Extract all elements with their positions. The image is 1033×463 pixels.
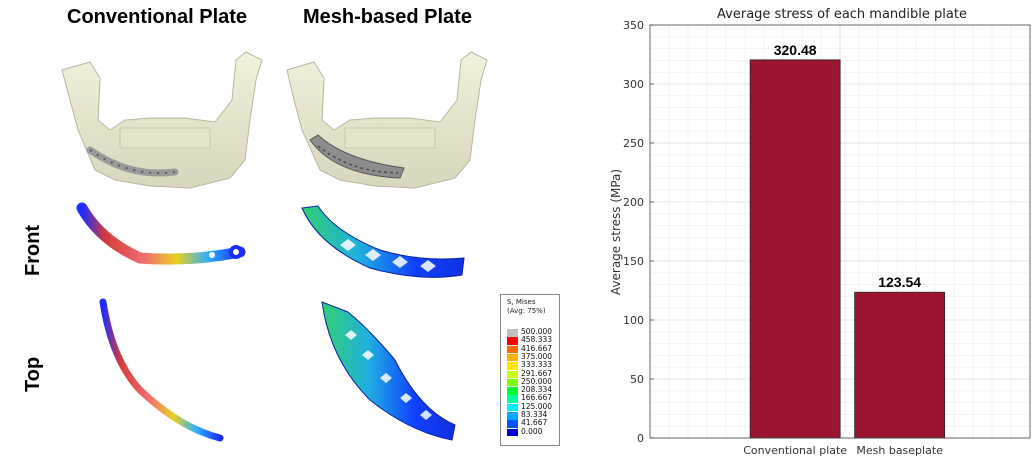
stress-legend: S, Mises (Avg: 75%) 500.000 458.333 416.66… bbox=[500, 294, 560, 446]
col-title-conventional: Conventional Plate bbox=[67, 6, 248, 28]
legend-value: 166.667 bbox=[521, 393, 553, 403]
legend-swatch bbox=[507, 362, 518, 370]
x-tick-label: Mesh baseplate bbox=[856, 444, 943, 457]
y-tick-label: 100 bbox=[623, 314, 644, 327]
legend-value: 333.333 bbox=[521, 360, 553, 370]
legend-swatch bbox=[507, 395, 518, 403]
legend-swatch bbox=[507, 387, 518, 395]
legend-value: 458.333 bbox=[521, 335, 553, 345]
legend-value: 0.000 bbox=[521, 426, 543, 436]
legend-swatch bbox=[507, 345, 518, 354]
stress-mesh-front bbox=[301, 205, 465, 278]
col-title-mesh: Mesh-based Plate bbox=[303, 6, 472, 28]
legend-value: 375.000 bbox=[521, 351, 553, 361]
legend-swatch bbox=[507, 378, 518, 387]
legend-title-line1: S, Mises bbox=[507, 298, 536, 306]
mandible-mesh bbox=[286, 51, 488, 189]
legend-value: 125.000 bbox=[521, 401, 553, 411]
mandible-conventional bbox=[61, 51, 263, 189]
legend-swatch bbox=[507, 428, 518, 437]
y-tick-label: 0 bbox=[637, 432, 644, 445]
stress-conventional-top bbox=[99, 298, 224, 442]
value-labels: 320.48 123.54 bbox=[774, 42, 922, 290]
legend-swatch bbox=[507, 370, 518, 379]
x-tick-label: Conventional plate bbox=[743, 444, 847, 457]
y-ticks: 0 50 100 150 200 250 300 350 bbox=[623, 19, 654, 445]
bar-chart: Average stress of each mandible plate Av… bbox=[609, 7, 1031, 457]
legend-value: 83.334 bbox=[521, 410, 548, 419]
fea-illustrations bbox=[61, 51, 488, 442]
bar-value-label: 123.54 bbox=[878, 274, 921, 290]
legend-swatch bbox=[507, 329, 518, 337]
legend-swatch bbox=[507, 420, 518, 428]
x-ticks: Conventional plate Mesh baseplate bbox=[743, 444, 943, 457]
legend-value: 208.334 bbox=[521, 385, 553, 395]
legend-swatch bbox=[507, 403, 518, 412]
y-tick-label: 350 bbox=[623, 19, 644, 32]
legend-title: S, Mises (Avg: 75%) bbox=[501, 295, 559, 316]
y-tick-label: 300 bbox=[623, 78, 644, 91]
stress-conventional-front bbox=[76, 202, 246, 265]
legend-swatch bbox=[507, 412, 518, 420]
y-tick-label: 250 bbox=[623, 137, 644, 150]
y-tick-label: 150 bbox=[623, 255, 644, 268]
legend-value: 416.667 bbox=[521, 343, 553, 353]
bar-conventional-plate bbox=[749, 59, 841, 439]
chart-title: Average stress of each mandible plate bbox=[717, 7, 967, 22]
bars bbox=[749, 59, 946, 439]
legend-title-line2: (Avg: 75%) bbox=[507, 307, 546, 315]
legend-value: 250.000 bbox=[521, 376, 553, 386]
legend-swatch bbox=[507, 337, 518, 345]
y-tick-label: 200 bbox=[623, 196, 644, 209]
legend-value: 291.667 bbox=[521, 368, 553, 378]
y-tick-label: 50 bbox=[630, 373, 644, 386]
bar-value-label: 320.48 bbox=[774, 42, 817, 58]
bar-mesh-baseplate bbox=[854, 291, 946, 439]
y-axis-label: Average stress (MPa) bbox=[609, 169, 623, 295]
legend-value: 41.667 bbox=[521, 418, 548, 428]
plot-frame bbox=[649, 24, 1031, 439]
legend-value: 500.000 bbox=[521, 327, 553, 336]
legend-swatch bbox=[507, 353, 518, 362]
stress-mesh-top bbox=[321, 301, 456, 441]
